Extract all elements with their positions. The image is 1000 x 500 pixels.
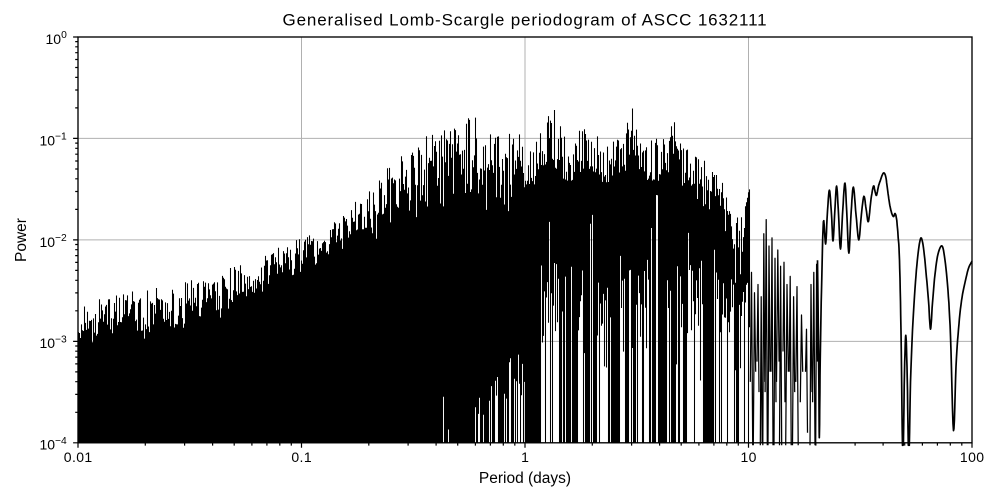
svg-text:100: 100 [960,449,985,465]
svg-text:0.1: 0.1 [291,449,312,465]
svg-text:10−3: 10−3 [39,334,67,351]
svg-text:1: 1 [521,449,529,465]
svg-text:100: 100 [45,30,67,47]
svg-text:10−2: 10−2 [39,233,67,250]
svg-text:10: 10 [741,449,757,465]
svg-text:Period (days): Period (days) [479,470,571,487]
svg-text:Power: Power [13,218,30,262]
svg-text:10−1: 10−1 [39,132,67,149]
svg-text:0.01: 0.01 [64,449,93,465]
svg-text:Generalised Lomb-Scargle perio: Generalised Lomb-Scargle periodogram of … [283,10,768,29]
